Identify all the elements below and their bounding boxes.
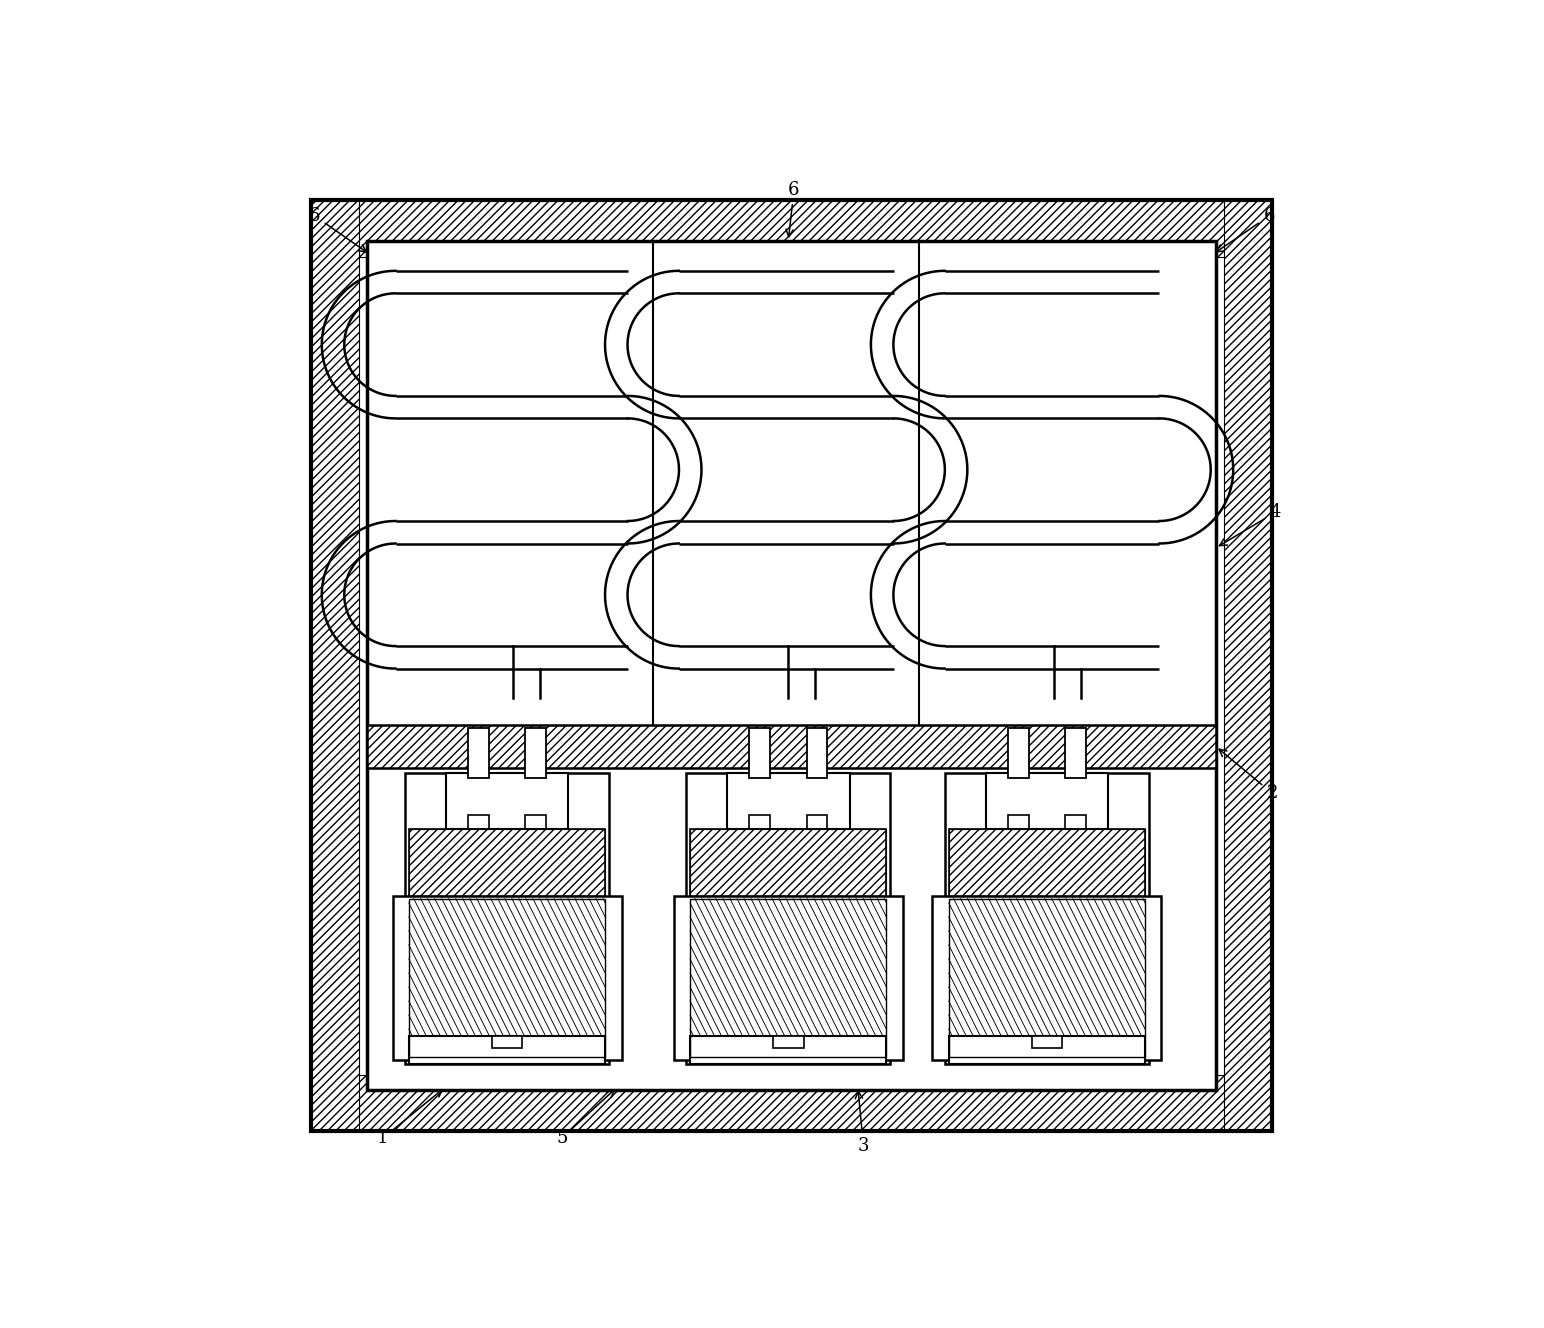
- Bar: [1031, 1036, 1062, 1048]
- Bar: [806, 728, 828, 778]
- Bar: [1008, 728, 1028, 778]
- Text: 6: 6: [786, 181, 800, 236]
- Bar: [409, 829, 605, 895]
- Text: 4: 4: [1220, 503, 1282, 546]
- Bar: [367, 725, 1215, 768]
- Bar: [673, 895, 903, 1060]
- Bar: [367, 725, 1215, 768]
- Bar: [409, 899, 605, 1057]
- Bar: [405, 773, 610, 1064]
- Bar: [749, 815, 770, 829]
- Bar: [468, 728, 488, 778]
- Bar: [392, 895, 622, 1060]
- Bar: [948, 829, 1146, 895]
- Bar: [690, 899, 886, 1057]
- Bar: [491, 1036, 522, 1048]
- Bar: [409, 1036, 605, 1064]
- Text: 5: 5: [556, 1090, 615, 1147]
- Bar: [690, 1036, 886, 1064]
- Bar: [446, 773, 568, 829]
- Bar: [945, 773, 1149, 1064]
- Text: 2: 2: [1220, 749, 1278, 802]
- Text: 6: 6: [1217, 207, 1275, 252]
- Bar: [367, 242, 1215, 1090]
- Text: 3: 3: [855, 1092, 869, 1155]
- Bar: [310, 201, 358, 1131]
- Bar: [1008, 815, 1028, 829]
- Text: 1: 1: [377, 1090, 442, 1147]
- Bar: [409, 829, 605, 895]
- Bar: [367, 242, 1215, 1090]
- Bar: [468, 815, 488, 829]
- Bar: [367, 768, 1215, 1089]
- Bar: [948, 829, 1146, 895]
- Bar: [1224, 201, 1272, 1131]
- Bar: [985, 773, 1109, 829]
- Bar: [933, 895, 1161, 1060]
- Bar: [1065, 728, 1085, 778]
- Bar: [310, 1074, 1272, 1131]
- Bar: [727, 773, 849, 829]
- Bar: [690, 829, 886, 895]
- Bar: [310, 201, 1272, 256]
- Bar: [948, 1036, 1146, 1064]
- Bar: [686, 773, 891, 1064]
- Bar: [690, 829, 886, 895]
- Bar: [948, 899, 1146, 1057]
- Bar: [806, 815, 828, 829]
- Bar: [525, 815, 547, 829]
- Bar: [774, 1036, 803, 1048]
- Text: 6: 6: [309, 207, 366, 252]
- Bar: [749, 728, 770, 778]
- Bar: [525, 728, 547, 778]
- Bar: [367, 242, 1215, 725]
- Bar: [1065, 815, 1085, 829]
